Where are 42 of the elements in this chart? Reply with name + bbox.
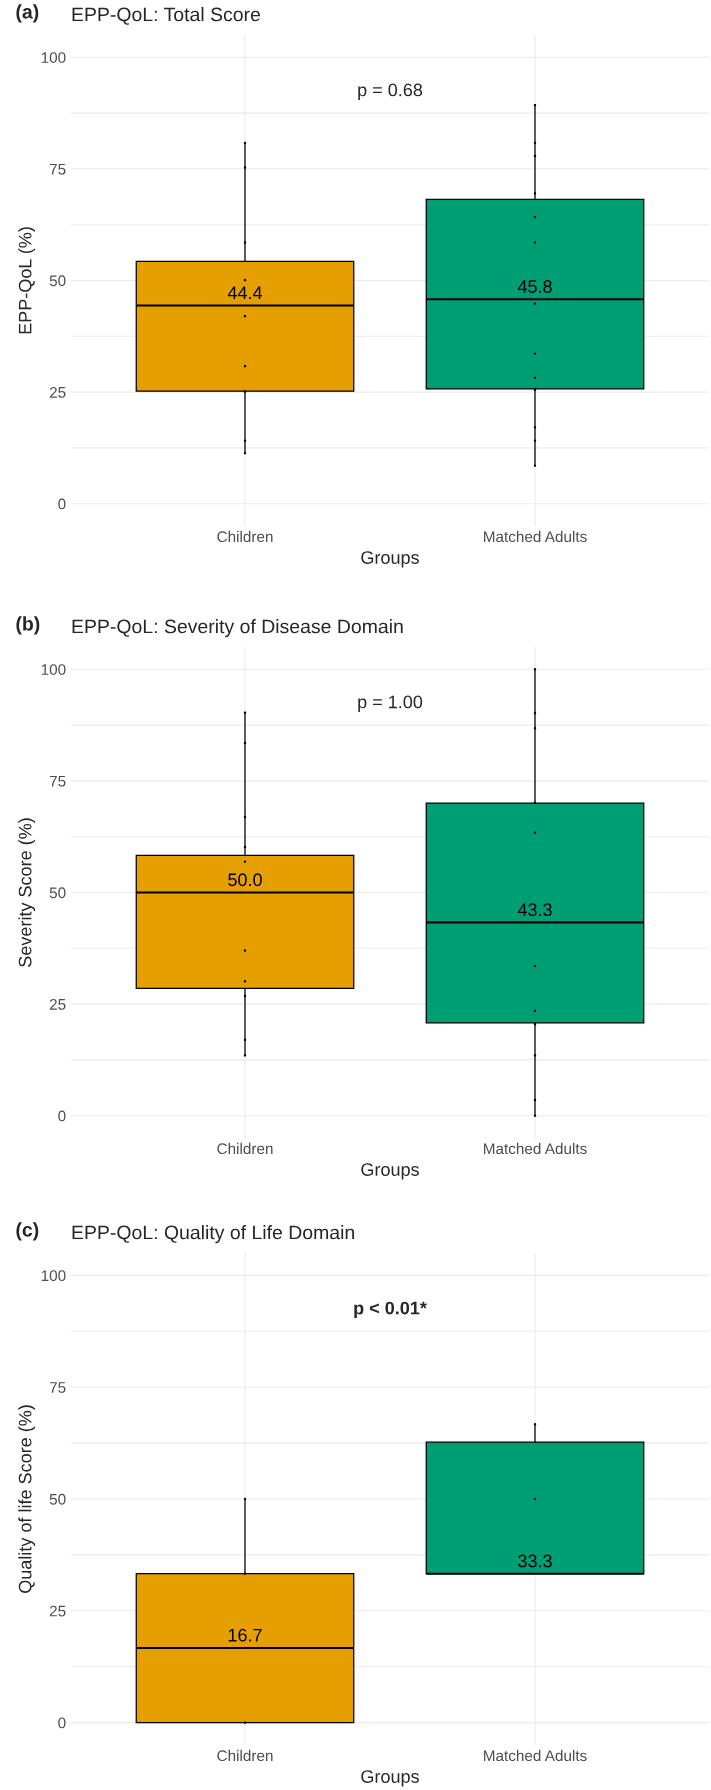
x-tick-label: Matched Adults (484, 1142, 587, 1155)
text: 50.0 (228, 873, 262, 887)
y-tick-label: 75 (49, 775, 66, 787)
y-tick-label: 100 (41, 52, 66, 63)
y-axis-title: Quality of life Score (%) (18, 1405, 36, 1593)
text: 45.8 (517, 280, 552, 293)
y-tick-label: 75 (49, 163, 66, 175)
x-axis-title: Groups (361, 551, 419, 568)
chart-title: EPP-QoL: Severity of Disease Domain (72, 619, 403, 638)
text: (a) (16, 4, 39, 23)
y-tick-label: 75 (49, 1382, 66, 1393)
y-tick-label: 25 (49, 998, 66, 1010)
x-axis-title: Groups (361, 1163, 419, 1180)
x-tick-label: Matched Adults (484, 1749, 587, 1762)
annotation: p < 0.01* (354, 1301, 427, 1318)
y-axis-title: Severity Score (%) (18, 818, 36, 967)
y-tick-label: 50 (49, 1493, 66, 1505)
y-tick-label: 100 (41, 1270, 66, 1282)
y-tick-label: 0 (58, 498, 66, 510)
annotation: p = 1.00 (358, 695, 423, 712)
y-axis-title: EPP-QoL (%) (18, 227, 36, 334)
chart-title: EPP-QoL: Quality of Life Domain (72, 1225, 354, 1244)
text: 16.7 (228, 1628, 262, 1642)
y-tick-label: 0 (58, 1110, 66, 1122)
text: (b) (16, 616, 40, 635)
text: 43.3 (517, 903, 552, 917)
y-tick-label: 50 (49, 275, 66, 287)
text: 33.3 (518, 1554, 552, 1568)
annotation: p = 0.68 (358, 83, 423, 100)
x-tick-label: Matched Adults (484, 530, 587, 543)
y-tick-label: 100 (41, 664, 66, 675)
y-tick-label: 50 (49, 887, 66, 899)
text: 44.4 (227, 286, 263, 299)
x-tick-label: Children (217, 1749, 273, 1762)
y-tick-label: 25 (49, 386, 66, 398)
y-tick-label: 25 (49, 1605, 66, 1617)
chart-title: EPP-QoL: Total Score (72, 7, 260, 25)
x-axis-title: Groups (361, 1770, 419, 1787)
x-tick-label: Children (217, 530, 273, 543)
text: (c) (16, 1222, 39, 1241)
x-tick-label: Children (217, 1142, 273, 1155)
y-tick-label: 0 (58, 1717, 66, 1729)
